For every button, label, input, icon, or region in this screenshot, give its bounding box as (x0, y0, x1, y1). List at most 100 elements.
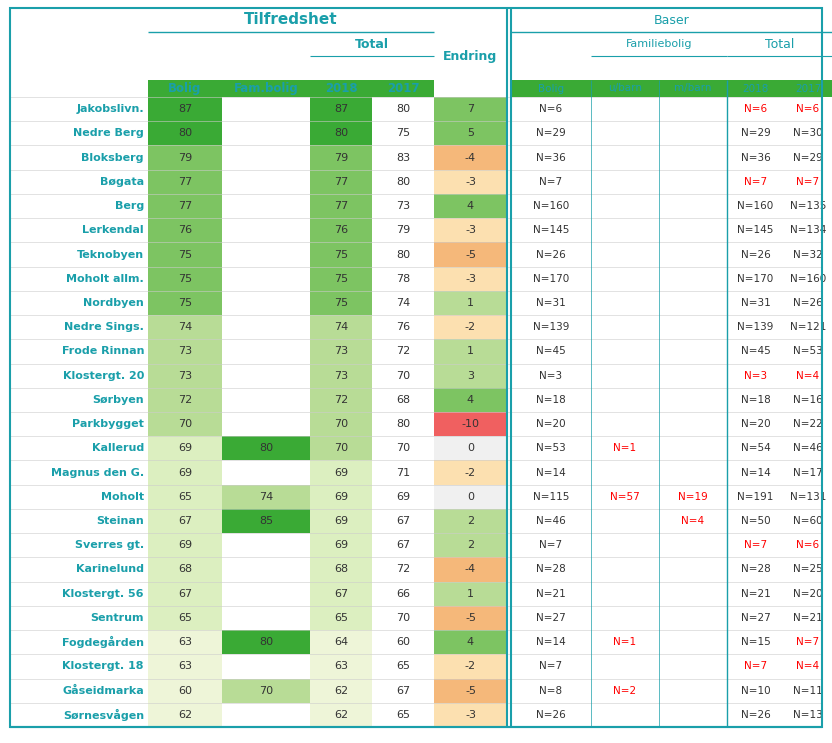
Bar (434, 267, 507, 291)
Bar (310, 557, 372, 582)
Text: N=7: N=7 (539, 177, 562, 186)
Text: 67: 67 (396, 516, 410, 526)
Bar (10, 509, 822, 533)
Text: -3: -3 (465, 273, 476, 284)
Text: 62: 62 (334, 686, 348, 695)
Text: 65: 65 (396, 661, 410, 672)
Text: 69: 69 (396, 492, 410, 502)
Bar (10, 146, 822, 169)
Text: N=32: N=32 (793, 250, 823, 259)
Text: N=14: N=14 (536, 467, 566, 478)
Text: 75: 75 (334, 298, 348, 308)
Text: 76: 76 (334, 225, 348, 236)
Text: N=18: N=18 (536, 395, 566, 405)
Bar (310, 630, 372, 655)
Text: 62: 62 (178, 710, 192, 720)
Bar (148, 363, 222, 388)
Text: 3: 3 (467, 371, 474, 380)
Bar (434, 630, 507, 655)
Bar (310, 146, 372, 169)
Text: 2018: 2018 (324, 82, 357, 95)
Text: -3: -3 (465, 710, 476, 720)
Bar (310, 315, 372, 340)
Text: 87: 87 (334, 104, 348, 114)
Bar (310, 461, 372, 484)
Bar (148, 509, 222, 533)
Bar (434, 582, 507, 606)
Text: N=25: N=25 (793, 565, 823, 574)
Text: 87: 87 (178, 104, 192, 114)
Text: N=14: N=14 (536, 637, 566, 647)
Bar (10, 315, 822, 340)
Text: N=4: N=4 (796, 661, 820, 672)
Text: 74: 74 (178, 322, 192, 332)
Bar (10, 703, 822, 727)
Text: 66: 66 (396, 588, 410, 599)
Text: 73: 73 (334, 371, 348, 380)
Text: 79: 79 (396, 225, 410, 236)
Text: 64: 64 (334, 637, 348, 647)
Text: 75: 75 (178, 273, 192, 284)
Text: N=139: N=139 (532, 322, 569, 332)
Bar (148, 412, 222, 436)
Bar (434, 533, 507, 557)
Text: Sverres gt.: Sverres gt. (75, 540, 144, 551)
Text: 79: 79 (334, 152, 348, 163)
Bar (10, 678, 822, 703)
Text: N=17: N=17 (793, 467, 823, 478)
Text: 7: 7 (467, 104, 474, 114)
Text: 69: 69 (334, 467, 348, 478)
Bar (434, 509, 507, 533)
Bar (434, 655, 507, 678)
Text: Moholt allm.: Moholt allm. (67, 273, 144, 284)
Text: Fam.bolig: Fam.bolig (234, 82, 299, 95)
Bar (434, 291, 507, 315)
Text: N=29: N=29 (740, 129, 770, 138)
Text: -5: -5 (465, 686, 476, 695)
Bar (10, 340, 822, 363)
Text: N=29: N=29 (793, 152, 823, 163)
Bar (10, 436, 822, 461)
Text: 79: 79 (178, 152, 192, 163)
Text: 77: 77 (334, 201, 348, 211)
Bar (310, 388, 372, 412)
Bar (10, 461, 822, 484)
Bar (148, 340, 222, 363)
Bar (434, 340, 507, 363)
Bar (10, 582, 822, 606)
Text: 83: 83 (396, 152, 410, 163)
Bar (222, 509, 310, 533)
Text: Bøgata: Bøgata (100, 177, 144, 186)
Text: N=191: N=191 (737, 492, 774, 502)
Text: 74: 74 (334, 322, 348, 332)
Bar (434, 436, 507, 461)
Text: 65: 65 (334, 613, 348, 623)
Text: N=10: N=10 (740, 686, 770, 695)
Text: 76: 76 (396, 322, 410, 332)
Text: 69: 69 (334, 540, 348, 551)
Bar (434, 121, 507, 146)
Bar (434, 218, 507, 242)
Text: 72: 72 (334, 395, 348, 405)
Text: N=6: N=6 (796, 104, 820, 114)
Text: N=115: N=115 (532, 492, 569, 502)
Bar (434, 363, 507, 388)
Bar (148, 655, 222, 678)
Text: 0: 0 (467, 492, 474, 502)
Text: N=30: N=30 (793, 129, 823, 138)
Bar (10, 121, 822, 146)
Text: 70: 70 (396, 444, 410, 453)
Text: Moholt: Moholt (101, 492, 144, 502)
Text: -5: -5 (465, 250, 476, 259)
Text: N=53: N=53 (793, 346, 823, 357)
Text: Nedre Berg: Nedre Berg (73, 129, 144, 138)
Bar (434, 315, 507, 340)
Text: N=15: N=15 (740, 637, 770, 647)
Bar (148, 678, 222, 703)
Text: N=36: N=36 (536, 152, 566, 163)
Text: N=7: N=7 (744, 661, 767, 672)
Text: N=7: N=7 (796, 177, 820, 186)
Text: 63: 63 (178, 661, 192, 672)
Bar (434, 194, 507, 218)
Text: N=170: N=170 (737, 273, 774, 284)
